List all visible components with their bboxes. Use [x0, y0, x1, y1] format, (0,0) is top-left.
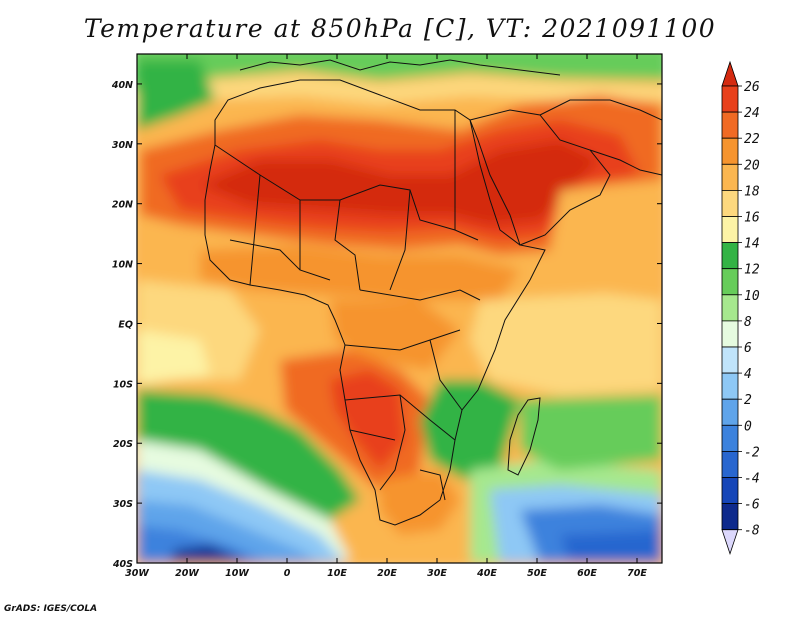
colorbar-swatch: [721, 477, 739, 505]
colorbar-swatch: [721, 189, 739, 217]
colorbar-swatch: [721, 163, 739, 191]
colorbar-label: 12: [744, 263, 760, 278]
colorbar-label: 20: [744, 158, 760, 173]
colorbar-swatch: [721, 268, 739, 296]
temperature-field: [137, 54, 662, 563]
chart-title: Temperature at 850hPa [C], VT: 202109110…: [83, 14, 717, 43]
colorbar-label: -4: [744, 472, 760, 487]
colorbar-label: 18: [744, 184, 760, 199]
colorbar-swatch: [721, 216, 739, 244]
lat-tick-label: EQ: [118, 319, 133, 330]
coastlines: [204, 59, 662, 526]
lon-tick-label: 20E: [377, 568, 397, 579]
colorbar-swatch: [721, 450, 739, 478]
lat-tick-label: 30N: [112, 140, 133, 151]
colorbar-label: 0: [744, 419, 752, 434]
colorbar-label: -8: [744, 524, 760, 539]
lat-tick-label: 30S: [113, 499, 133, 510]
colorbar-label: 4: [744, 367, 752, 382]
lon-tick-label: 30W: [125, 568, 149, 579]
colorbar-swatch: [721, 503, 739, 531]
lon-tick-label: 50E: [527, 568, 547, 579]
longitude-labels: 30W 20W 10W 0 10E 20E 30E 40E 50E 60E 70E: [125, 568, 647, 579]
colorbar-swatch: [721, 111, 739, 139]
colorbar-swatch: [721, 372, 739, 400]
lon-tick-label: 10E: [327, 568, 347, 579]
colorbar-label: 14: [744, 237, 760, 252]
colorbar-swatch: [721, 137, 739, 165]
colorbar-swatch: [721, 85, 739, 113]
lat-tick-label: 40S: [112, 559, 133, 570]
lat-tick-label: 10N: [112, 260, 133, 271]
lon-tick-label: 30E: [427, 568, 447, 579]
colorbar-label: -6: [744, 498, 760, 513]
axis-ticks: [136, 54, 662, 564]
lat-tick-label: 20S: [113, 439, 133, 450]
colorbar-label: 24: [744, 106, 760, 121]
latitude-labels: 40N 30N 20N 10N EQ 10S 20S 30S 40S: [111, 80, 133, 570]
colorbar-label: 26: [744, 80, 760, 95]
colorbar-label: -2: [744, 445, 760, 460]
colorbar-label: 8: [744, 315, 752, 330]
colorbar-swatch: [721, 242, 739, 270]
colorbar-swatch: [721, 320, 739, 348]
colorbar-label: 22: [744, 132, 760, 147]
colorbar-label: 10: [744, 289, 760, 304]
lon-tick-label: 70E: [627, 568, 647, 579]
colorbar-lower-arrow: [721, 529, 739, 555]
lon-tick-label: 10W: [225, 568, 249, 579]
lon-tick-label: 60E: [577, 568, 597, 579]
colorbar-swatch: [721, 294, 739, 322]
lat-tick-label: 20N: [112, 200, 133, 211]
colorbar-swatch: [721, 424, 739, 452]
credit-label: GrADS: IGES/COLA: [4, 604, 98, 614]
lat-tick-label: 40N: [111, 80, 133, 91]
lat-tick-label: 10S: [113, 379, 133, 390]
colorbar-swatch: [721, 398, 739, 426]
lon-tick-label: 40E: [476, 568, 497, 579]
lon-tick-label: 20W: [175, 568, 199, 579]
lon-tick-label: 0: [284, 568, 291, 579]
colorbar-label: 6: [744, 341, 752, 356]
colorbar-label: 2: [744, 393, 752, 408]
plot-frame: [136, 53, 663, 564]
colorbar-upper-arrow: [721, 60, 739, 87]
colorbar-label: 16: [744, 211, 760, 226]
colorbar-swatch: [721, 346, 739, 374]
